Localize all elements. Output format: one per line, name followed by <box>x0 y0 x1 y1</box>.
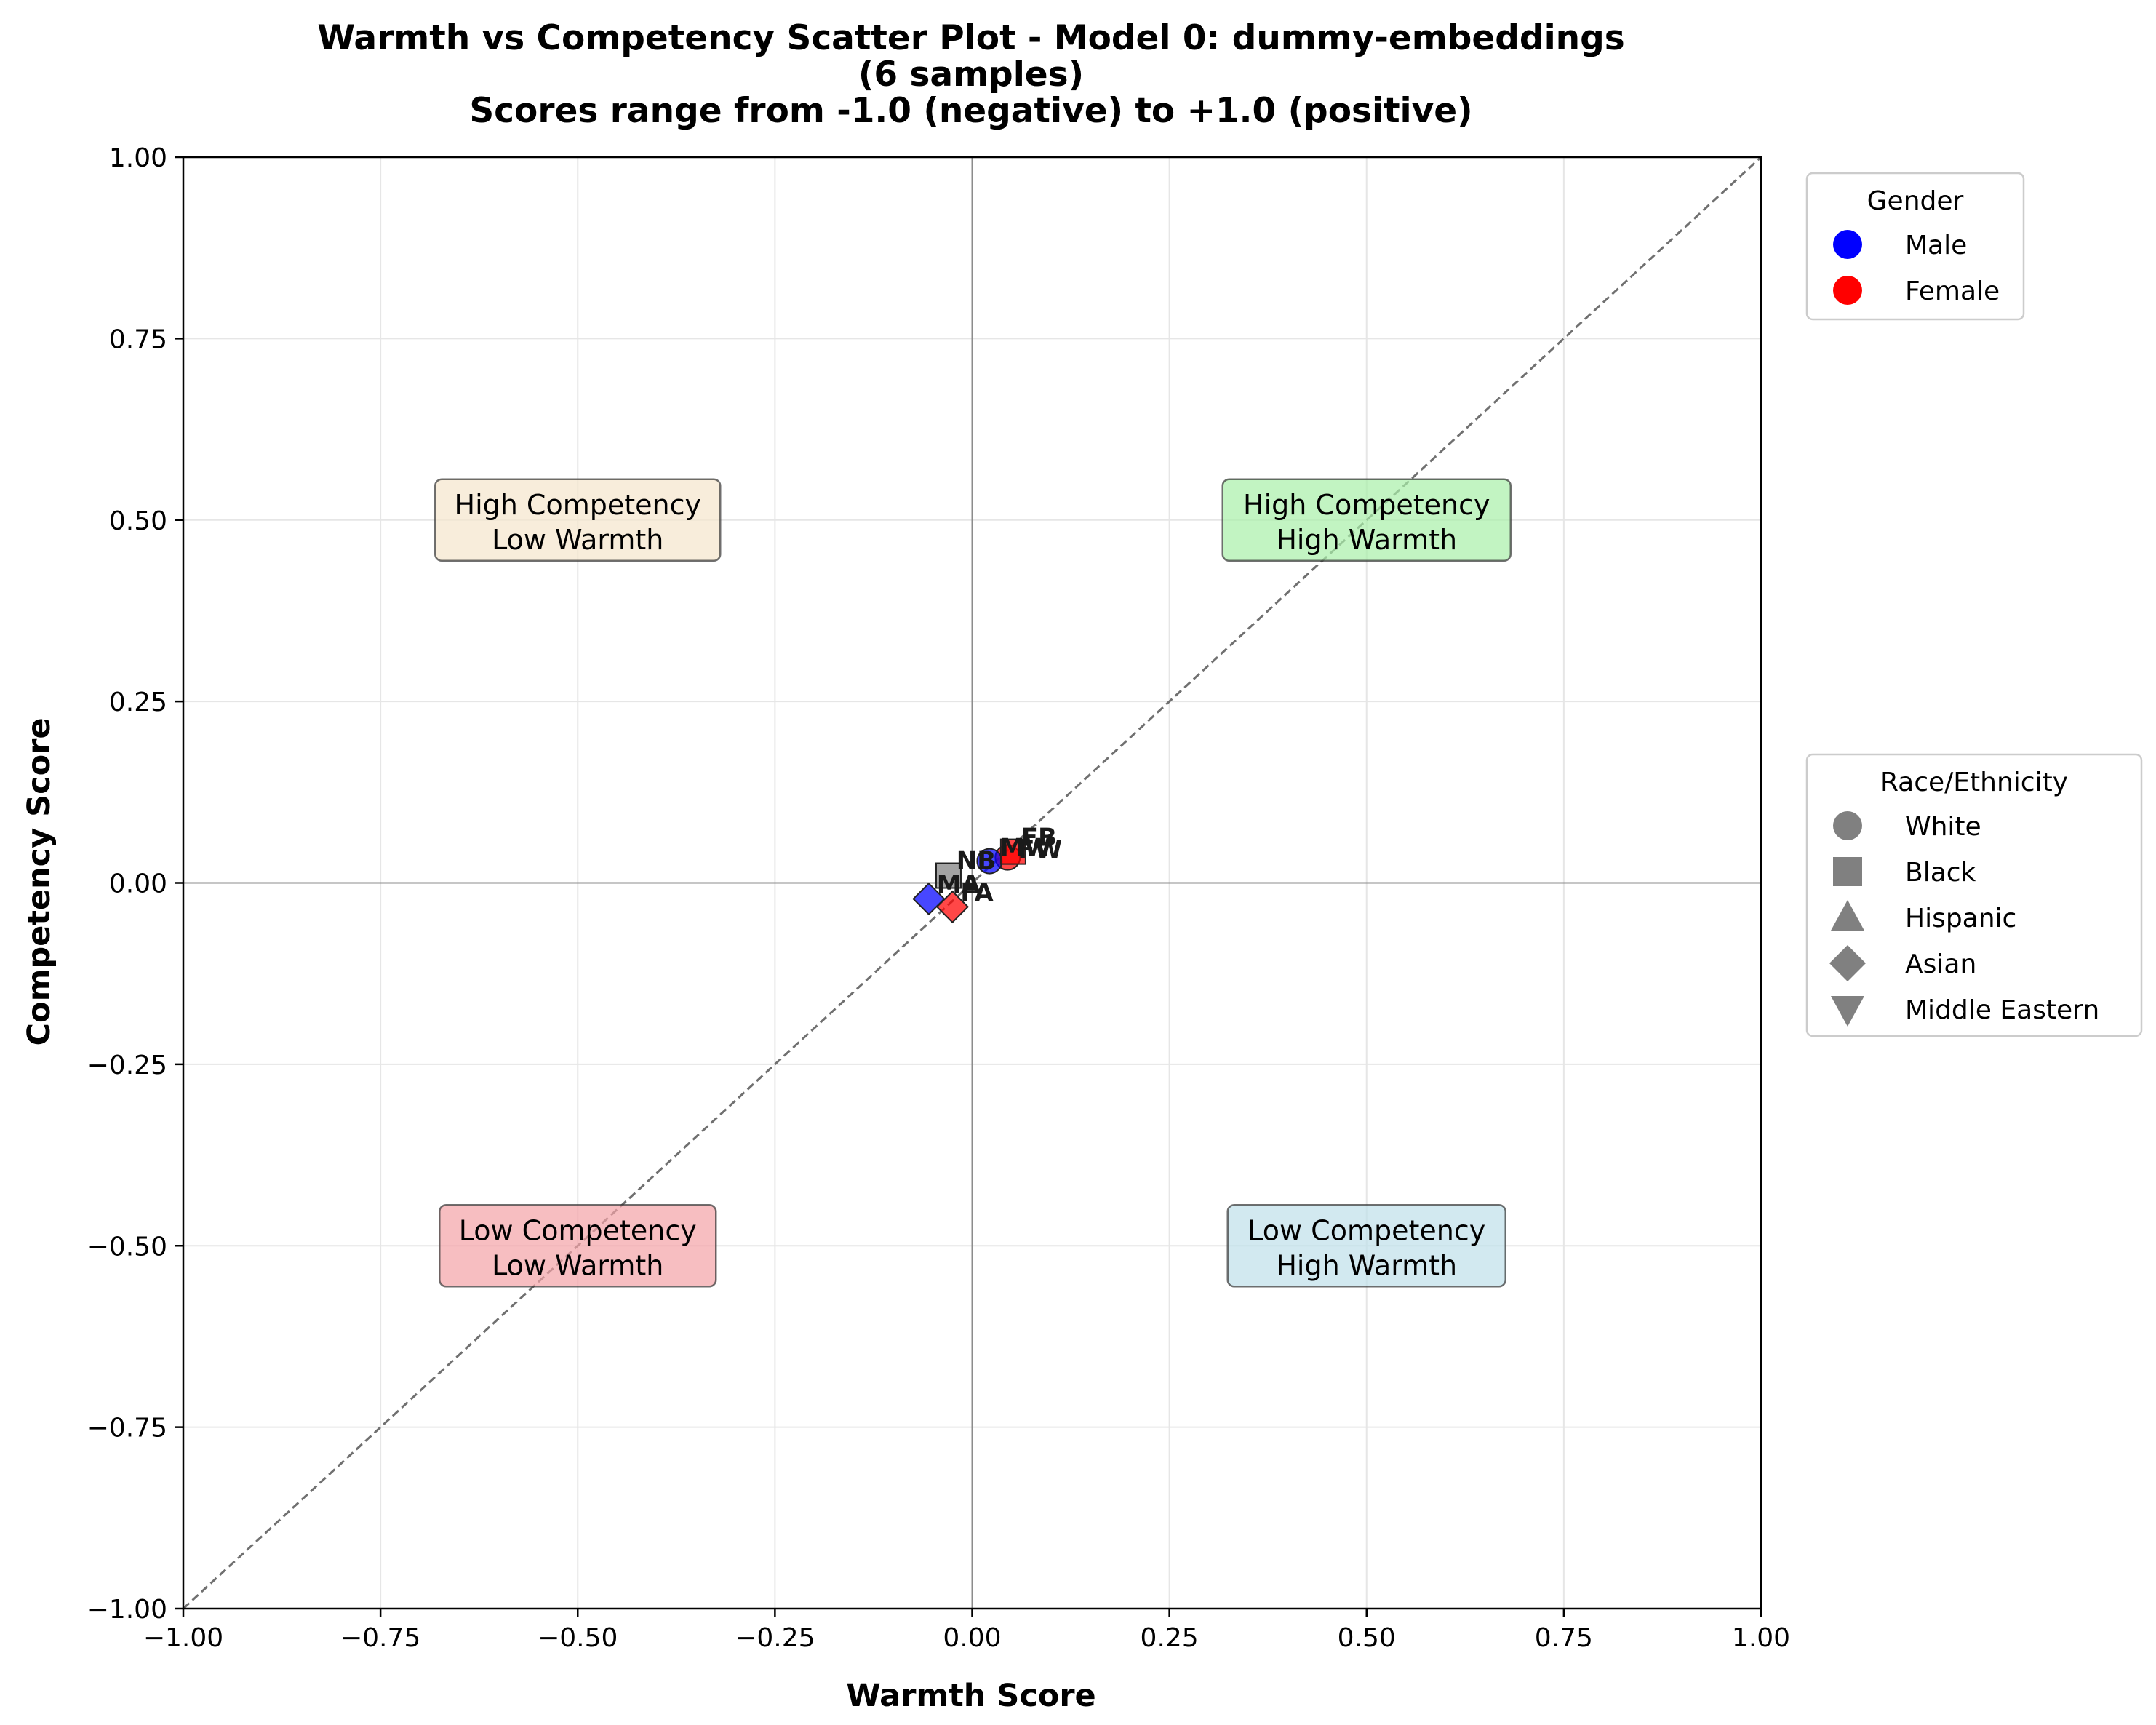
point-label: FB <box>1021 824 1057 853</box>
x-tick-label: 0.50 <box>1338 1623 1396 1653</box>
x-tick-label: −0.75 <box>340 1623 420 1653</box>
legend-marker <box>1833 811 1862 840</box>
y-axis: −1.00 −0.75 −0.50 −0.25 0.00 0.25 0.50 0.75 1.00 <box>87 143 183 1625</box>
x-tick-label: 1.00 <box>1732 1623 1790 1653</box>
x-tick-label: −1.00 <box>143 1623 223 1653</box>
diagonal-line <box>182 156 1762 1610</box>
y-tick-label: −0.25 <box>87 1051 167 1080</box>
quadrant-label-box <box>1221 478 1512 562</box>
quadrant-label-text: Low Competency <box>1247 1214 1485 1246</box>
legend-title: Race/Ethnicity <box>1880 768 2068 797</box>
y-tick-label: 0.00 <box>109 869 167 899</box>
point-label: MW <box>999 834 1051 863</box>
data-point <box>935 862 962 889</box>
quadrant-label-text: Low Competency <box>459 1214 697 1246</box>
point-label: FW <box>1018 836 1062 865</box>
x-axis: −1.00 −0.75 −0.50 −0.25 0.00 0.25 0.50 0.75 1.00 <box>143 1609 1790 1653</box>
y-tick-label: −0.75 <box>87 1414 167 1443</box>
y-tick-label: 0.75 <box>109 324 167 354</box>
point-label: FA <box>960 878 994 907</box>
data-point <box>999 838 1026 865</box>
legend-title: Gender <box>1867 186 1964 216</box>
legend-entry: Hispanic <box>1905 904 2016 933</box>
data-points <box>912 838 1026 924</box>
y-tick-label: 0.25 <box>109 688 167 717</box>
y-tick-label: 1.00 <box>109 143 167 173</box>
quadrant-label-box <box>434 478 722 562</box>
legend-entry: Female <box>1905 276 2000 306</box>
quadrant-label-box <box>1226 1204 1506 1288</box>
legend-marker <box>1831 996 1864 1027</box>
reference-lines <box>182 156 1762 1610</box>
point-label: MA <box>937 870 981 899</box>
legend-entry: Black <box>1905 858 1976 888</box>
quadrant-label-text: Low Warmth <box>492 1249 663 1281</box>
quadrant-label-text: High Warmth <box>1276 1249 1457 1281</box>
legend-marker <box>1829 945 1866 981</box>
legend-marker <box>1831 900 1864 931</box>
x-tick-label: 0.00 <box>943 1623 1001 1653</box>
legend-box <box>1805 172 2025 321</box>
quadrant-label-text: High Competency <box>1243 489 1490 521</box>
chart-title-line: Scores range from -1.0 (negative) to +1.… <box>469 91 1472 131</box>
legend-entry: Male <box>1905 231 1967 260</box>
legend-marker <box>1833 276 1862 305</box>
chart-title-line: (6 samples) <box>858 55 1084 95</box>
legend-box <box>1805 753 2143 1037</box>
legend-entry: White <box>1905 812 1981 842</box>
legend-entry: Middle Eastern <box>1905 995 2099 1025</box>
legend-gender: Gender Male Female <box>1805 172 2025 321</box>
chart-title-line: Warmth vs Competency Scatter Plot - Mode… <box>317 18 1625 58</box>
y-tick-label: −0.50 <box>87 1232 167 1262</box>
y-axis-label: Competency Score <box>21 717 57 1045</box>
x-tick-label: 0.25 <box>1141 1623 1199 1653</box>
quadrant-label-text: High Competency <box>455 489 701 521</box>
x-tick-label: −0.50 <box>538 1623 618 1653</box>
x-axis-label: Warmth Score <box>846 1678 1095 1714</box>
legend-race: Race/Ethnicity White Black Hispanic Asian Mid… <box>1805 753 2143 1037</box>
quadrant-label-text: High Warmth <box>1276 524 1457 556</box>
x-tick-label: 0.75 <box>1535 1623 1593 1653</box>
legend-marker <box>1833 857 1862 886</box>
legend-entry: Asian <box>1905 949 1976 979</box>
y-tick-label: −1.00 <box>87 1595 167 1625</box>
data-point <box>935 890 970 924</box>
chart-title: Warmth vs Competency Scatter Plot - Mode… <box>317 18 1625 131</box>
quadrant-label-box <box>439 1204 717 1288</box>
x-tick-label: −0.25 <box>735 1623 815 1653</box>
quadrant-label-text: Low Warmth <box>492 524 663 556</box>
legend-marker <box>1833 230 1862 259</box>
point-label: NB <box>957 847 996 876</box>
y-tick-label: 0.50 <box>109 506 167 536</box>
